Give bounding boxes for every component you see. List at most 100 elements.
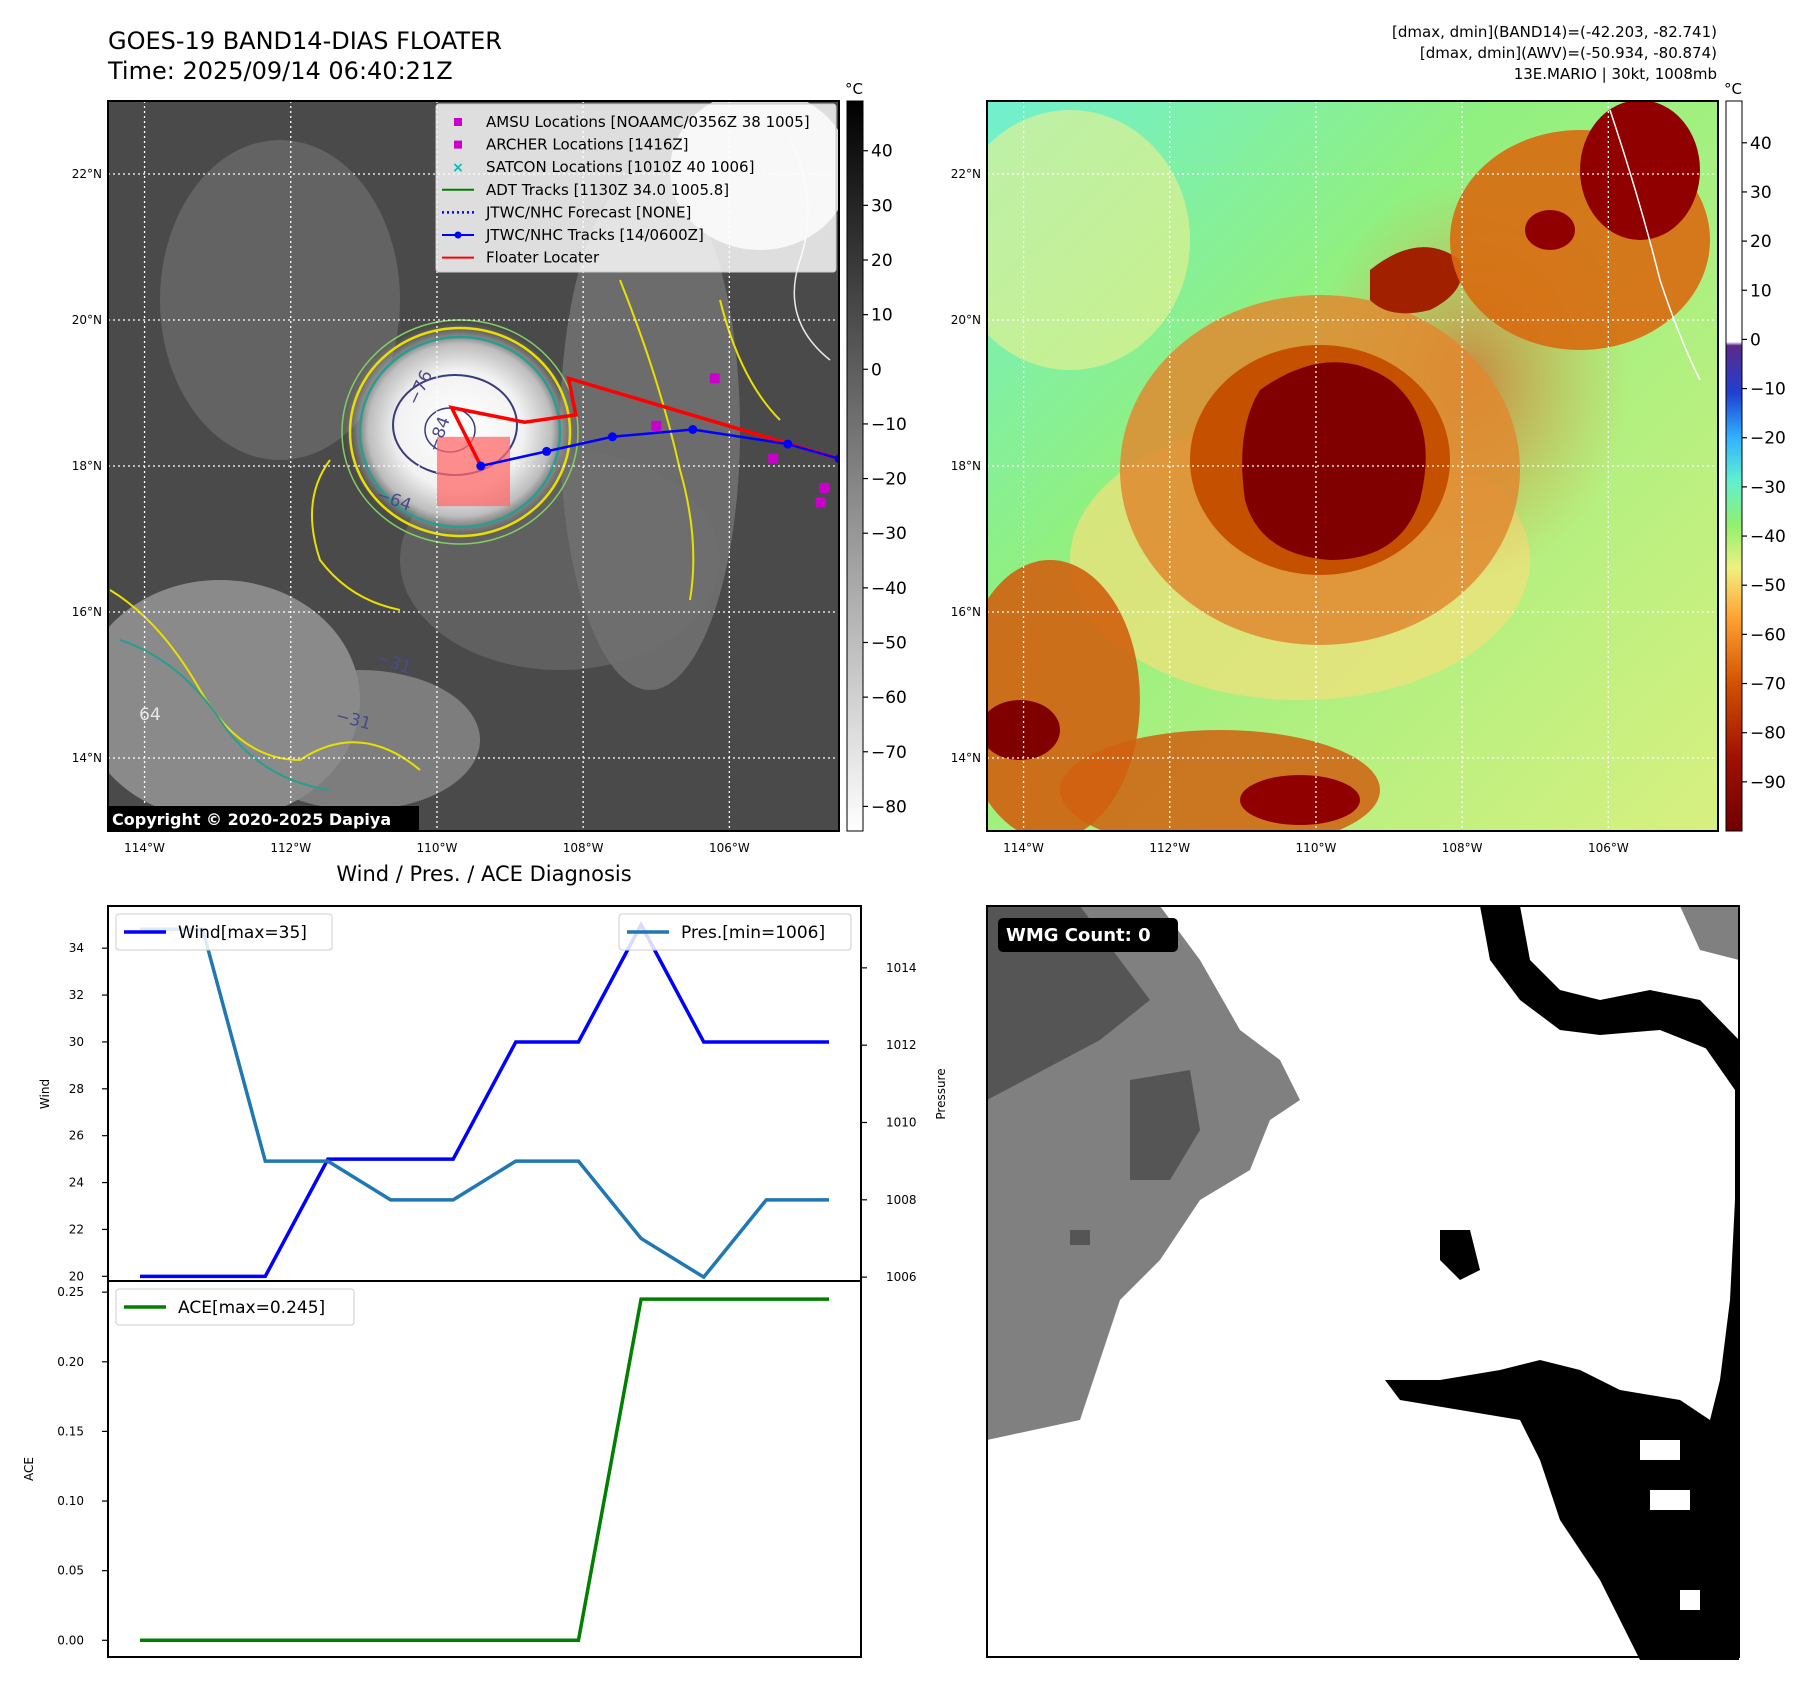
longitude-tick-label: 114°W (1003, 841, 1044, 855)
ace-axis-ticks: 0.25 0.20 0.15 0.10 0.05 0.00 (57, 1285, 108, 1647)
colorbar-tick-label: −60 (1750, 625, 1786, 645)
colorbar-tick-label: 40 (1750, 134, 1772, 154)
contour-line (119, 639, 331, 791)
wind-legend: Wind[max=35] (115, 913, 333, 951)
copyright-text: Copyright © 2020-2025 Dapiya (112, 810, 391, 829)
ace-tick-label: 0.15 (57, 1424, 84, 1438)
colorbar-tick-label: −10 (1750, 380, 1786, 400)
wind-tick-label: 34 (69, 941, 84, 955)
wmg-region (1120, 1310, 1180, 1370)
title-line-1: GOES-19 BAND14-DIAS FLOATER (108, 27, 502, 55)
legend-label: ARCHER Locations [1416Z] (486, 136, 689, 154)
colorbar-tick-label: 0 (1750, 330, 1761, 350)
wind-legend-box (115, 913, 333, 951)
longitude-tick-label: 114°W (124, 841, 165, 855)
colorbar-tick-label: −40 (1750, 527, 1786, 547)
colorbar-tick-label: −20 (1750, 429, 1786, 449)
jtwc-nhc-track-point (476, 461, 486, 471)
colorbar-tick-label: 10 (871, 306, 893, 326)
pressure-tick-label: 1010 (886, 1115, 917, 1129)
ir-colorbar (846, 100, 864, 832)
ir-map-tracks (436, 373, 839, 508)
pressure-legend: Pres.[min=1006] (618, 913, 852, 951)
colorbar-tick-label: −90 (1750, 773, 1786, 793)
contour-line (311, 459, 401, 611)
ace-legend: ACE[max=0.245] (115, 1288, 355, 1326)
colorbar-tick-label: −30 (1750, 478, 1786, 498)
ace-line (140, 1297, 829, 1643)
legend-label: AMSU Locations [NOAAMC/0356Z 38 1005] (486, 113, 810, 131)
wind-axis-label: Wind (38, 1079, 52, 1109)
legend-label: JTWC/NHC Tracks [14/0600Z] (485, 226, 704, 244)
jtwc-nhc-track-point (783, 439, 793, 449)
pressure-series (140, 927, 829, 1280)
wind-tick-label: 20 (69, 1269, 84, 1283)
ir-cloud-band (160, 140, 400, 460)
copyright-box (107, 806, 419, 831)
ace-legend-box (115, 1288, 355, 1326)
legend-swatch (454, 118, 462, 126)
ace-tick-label: 0.10 (57, 1494, 84, 1508)
colorbar-tick-label: 0 (871, 360, 882, 380)
colorbar-tick-label: −50 (871, 633, 907, 653)
colorbar-tick-label: −10 (871, 415, 907, 435)
ace-tick-label: 0.05 (57, 1564, 84, 1578)
ace-axis-label: ACE (22, 1457, 36, 1481)
ace-tick-label: 0.00 (57, 1633, 84, 1647)
awv-cloud-cluster (1525, 210, 1575, 250)
contour-line (619, 279, 695, 601)
colorbar-tick-label: −70 (1750, 675, 1786, 695)
wmg-region (1680, 906, 1739, 960)
jtwc-nhc-track-point (834, 454, 839, 464)
latitude-tick-label: 22°N (951, 167, 981, 181)
awv-storm-core (1242, 362, 1426, 560)
contour-line (348, 326, 572, 538)
contour-label: 64 (139, 705, 161, 725)
diagnosis-title: Wind / Pres. / ACE Diagnosis (336, 862, 632, 886)
jtwc-nhc-track (480, 428, 839, 468)
amsu-location-marker (651, 420, 662, 431)
wind-tick-label: 32 (69, 988, 84, 1002)
pressure-line (140, 927, 829, 1280)
wmg-region (987, 906, 1150, 1100)
jtwc-nhc-track-point (688, 425, 698, 434)
contour-line (719, 299, 781, 421)
wmg-region (1680, 1590, 1700, 1610)
legend-label: ADT Tracks [1130Z 34.0 1005.8] (486, 181, 729, 199)
wind-tick-label: 22 (69, 1222, 84, 1236)
latitude-tick-label: 18°N (72, 459, 102, 473)
awv-cloud-cluster (1240, 775, 1360, 825)
wind-pressure-frame (107, 905, 862, 1282)
colorbar-tick-label: 10 (1750, 281, 1772, 301)
colorbar-tick-label: −40 (871, 579, 907, 599)
wmg-count-badge (998, 918, 1178, 952)
awv-map-gridlines (987, 101, 1718, 831)
floater-locater-track (448, 375, 839, 467)
amsu-location-marker (768, 453, 779, 464)
longitude-tick-label: 106°W (709, 841, 750, 855)
colorbar-tick-label: −30 (871, 524, 907, 544)
jtwc-nhc-track-point (607, 432, 617, 442)
awv-colorbar-ticks: 40 30 20 10 0 −10 −20 −30 −40 −50 −60 −70 −80 −90 (1742, 134, 1786, 793)
wmg-panel: WMG Count: 0 (986, 905, 1740, 1660)
longitude-tick-label: 108°W (563, 841, 604, 855)
legend-swatch: × (452, 160, 464, 176)
wind-series (140, 921, 829, 1279)
awv-map-panel: 114°W 112°W 110°W 108°W 106°W 22°N 20°N 18°N 16°… (951, 80, 1786, 855)
latitude-tick-label: 20°N (951, 313, 981, 327)
wind-line (140, 921, 829, 1279)
wind-tick-label: 30 (69, 1035, 84, 1049)
latitude-tick-label: 18°N (951, 459, 981, 473)
wmg-region (1480, 906, 1739, 1070)
info-line-2: [dmax, dmin](AWV)=(-50.934, -80.874) (1419, 44, 1717, 62)
storm-info: [dmax, dmin](BAND14)=(-42.203, -82.741) … (1392, 22, 1717, 85)
colorbar-tick-label: 30 (1750, 183, 1772, 203)
awv-cloud-cluster (987, 700, 1060, 760)
colorbar-tick-label: 40 (871, 142, 893, 162)
wind-tick-label: 28 (69, 1082, 84, 1096)
contour-line (358, 335, 562, 529)
pressure-tick-label: 1008 (886, 1193, 917, 1207)
